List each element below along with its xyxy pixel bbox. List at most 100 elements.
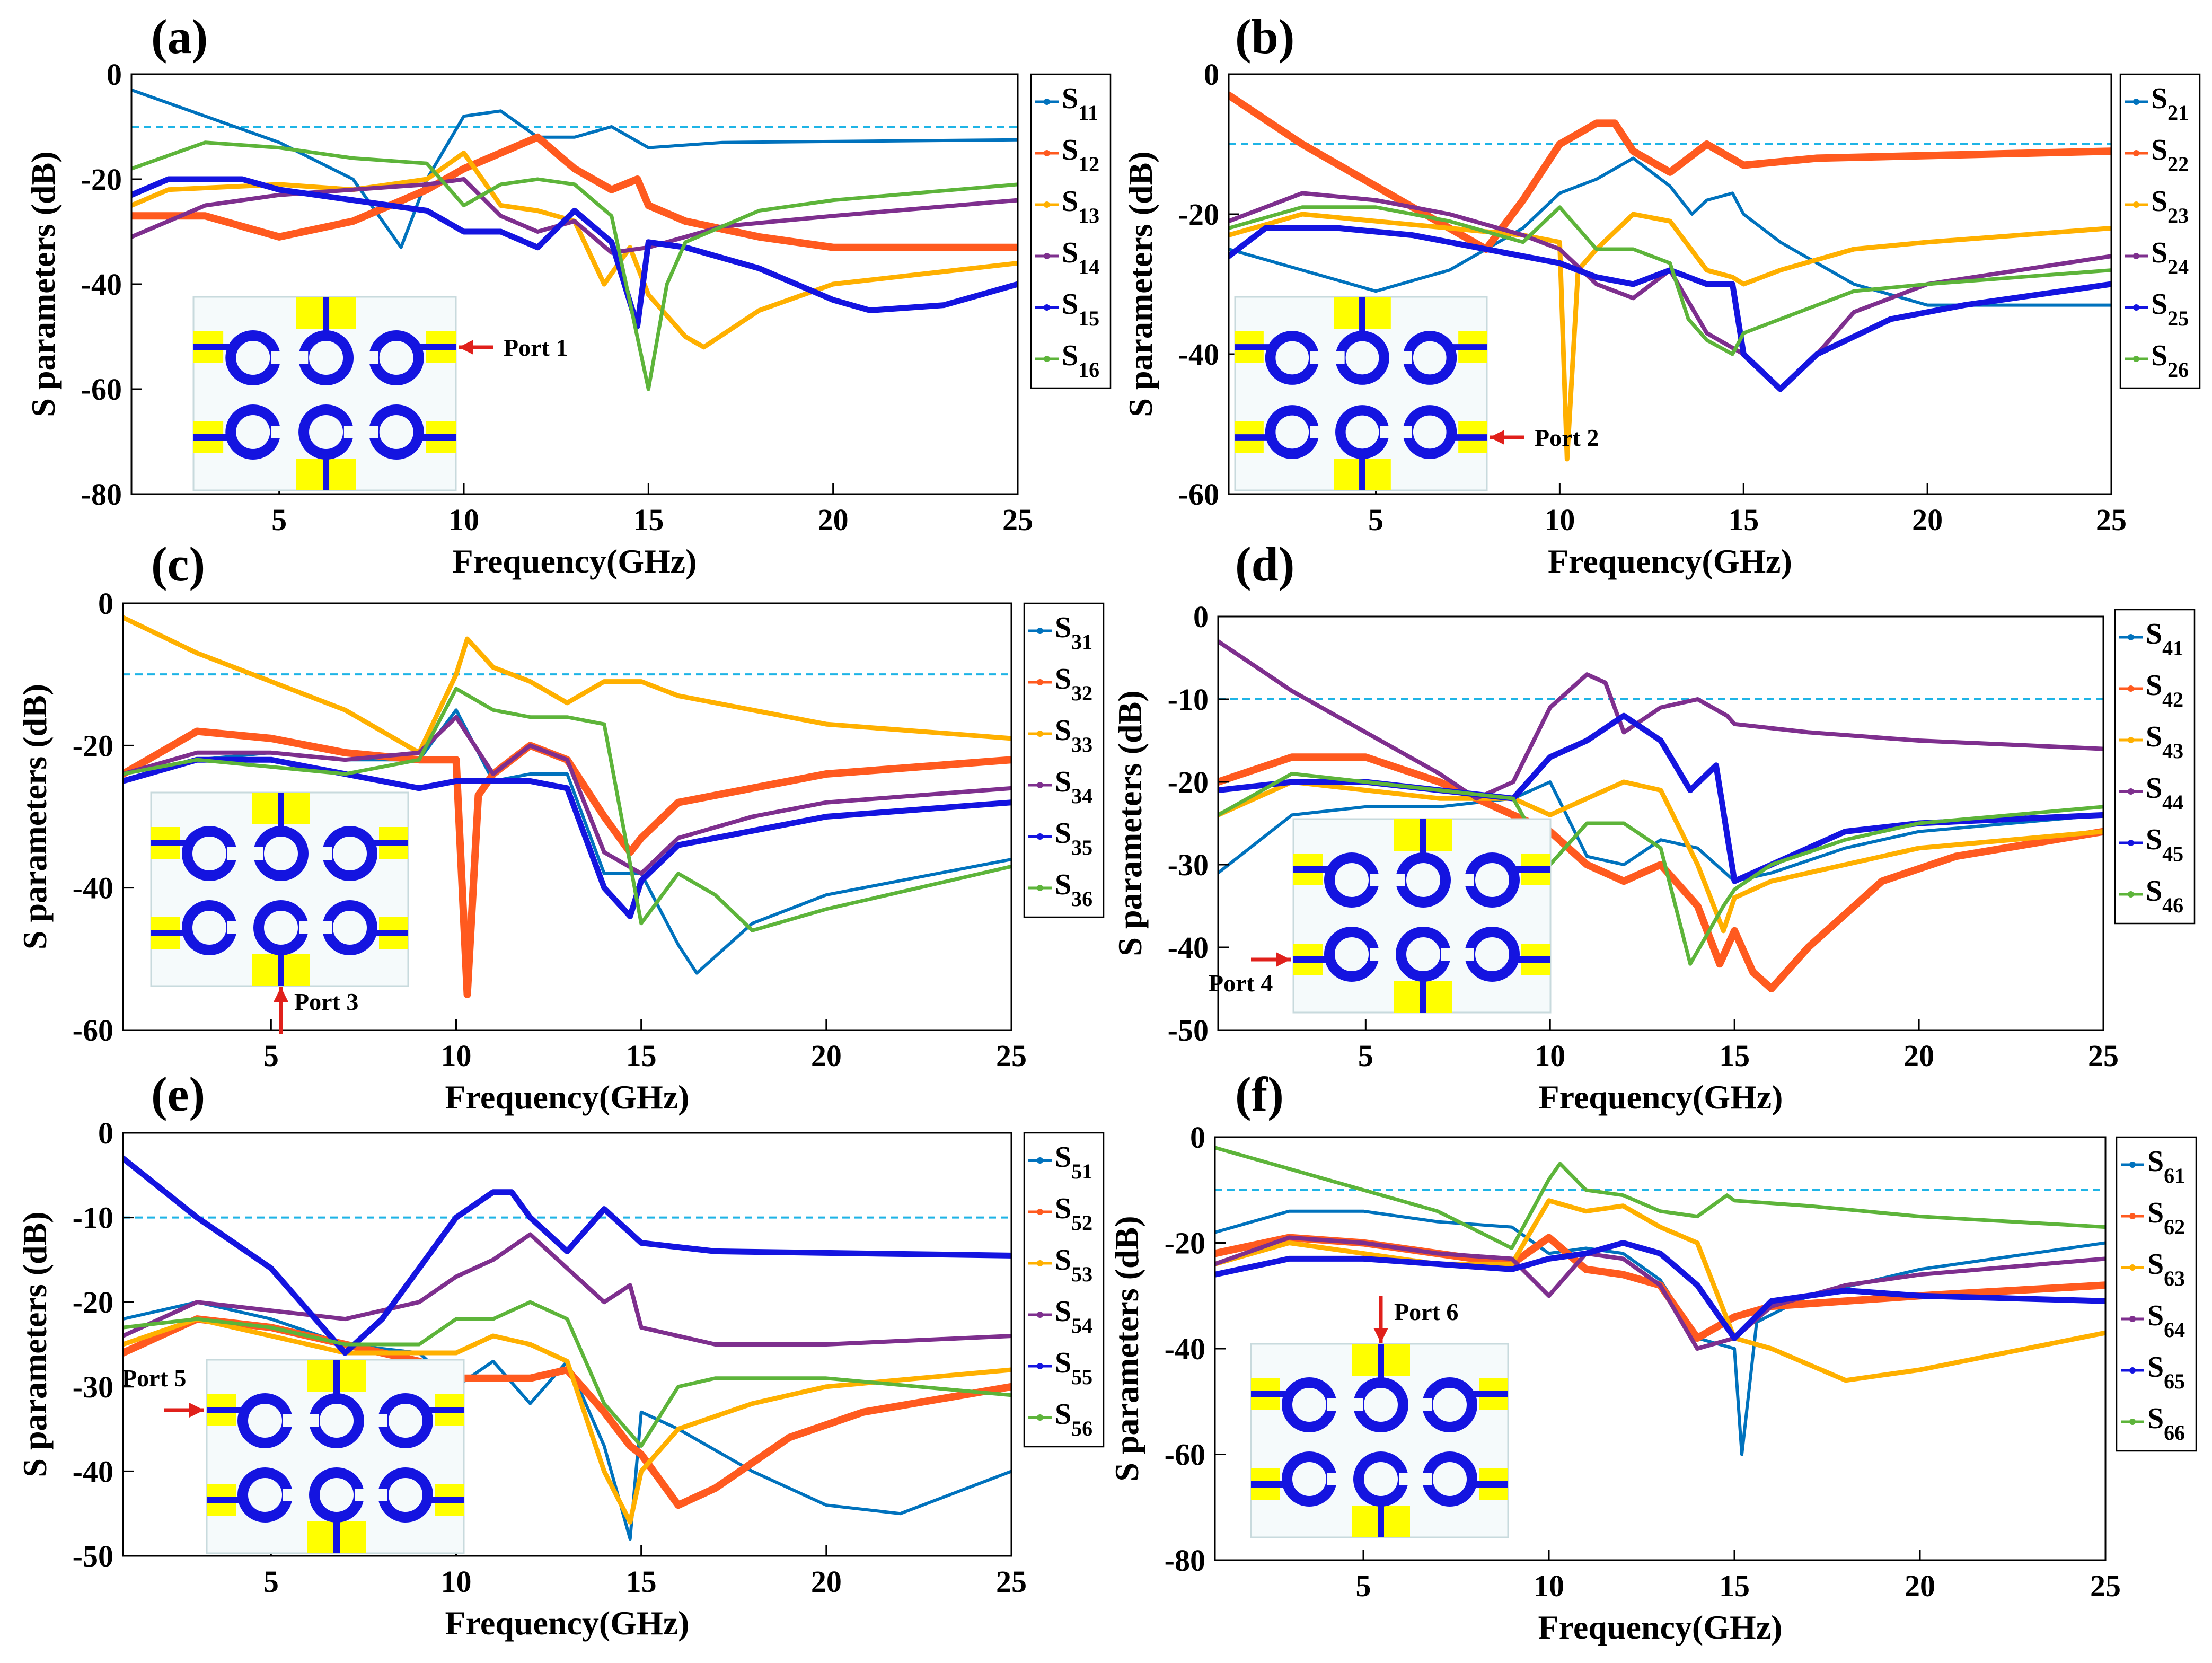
legend-marker [1037,782,1043,788]
series-line-s25 [1229,225,2111,392]
legend-marker [2129,1419,2136,1425]
legend-box [2119,73,2201,389]
legend-marker [2129,1213,2136,1219]
array-inset-5: Port 6 [1250,1296,1509,1538]
port-arrow-head [459,340,473,355]
pad-top-right [1423,819,1452,851]
ring-gap-2 [376,1414,387,1427]
x-tick-label: 15 [1719,1039,1750,1073]
series-group [1229,91,2111,462]
port-label: Port 2 [1535,424,1599,451]
series-line-s33 [123,615,1011,755]
ring-gap-4 [1399,1473,1411,1485]
x-tick-label: 10 [448,503,479,537]
legend-marker [1044,253,1050,259]
ring-gap-3 [271,426,283,438]
x-axis-title: Frequency(GHz) [1539,1078,1783,1116]
pad-bottom-right [1362,459,1391,490]
series-group [1215,1146,2105,1456]
legend-marker [2128,737,2134,743]
ring-gap-2 [320,847,332,860]
y-tick-label: -20 [81,162,122,197]
legend-marker [1044,201,1050,208]
x-tick-label: 5 [263,1564,279,1599]
y-tick-label: -20 [1165,1226,1205,1261]
panel-5: 5 10 15 20 25 0 -20 -40 -60 -80 Frequency(GHz) S pa… [1108,1067,2197,1646]
y-axis-title: S parameters (dB) [1111,690,1149,956]
panel-0: 5 10 15 20 25 0 -20 -40 -60 -80 Frequency(GHz) S pa… [24,10,1112,580]
ring-gap-0 [271,351,283,364]
panel-1: 5 10 15 20 25 0 -20 -40 -60 Frequency(GHz) S param… [1122,10,2201,580]
x-tick-label: 5 [271,503,287,537]
ring-gap-0 [283,1414,295,1427]
ring-gap-1 [307,1414,319,1427]
legend-marker [1044,150,1050,156]
x-tick-label: 20 [818,503,849,537]
ring-gap-0 [1310,351,1321,364]
y-tick-label: -30 [1168,848,1209,882]
legend-marker [1037,1157,1043,1164]
ring-gap-1 [1333,351,1345,364]
x-tick-label: 15 [626,1564,657,1599]
panel-letter: (a) [151,10,208,64]
y-tick-label: -50 [1168,1013,1209,1048]
legend-marker [1037,1414,1043,1421]
x-axis-title: Frequency(GHz) [445,1604,690,1642]
panel-letter: (f) [1235,1067,1284,1121]
legend-marker [1037,833,1043,840]
y-tick-label: -40 [1168,930,1209,965]
ring-gap-1 [1394,874,1405,886]
x-tick-label: 20 [1912,503,1943,537]
y-tick-label: -40 [73,1454,113,1489]
x-tick-label: 5 [263,1039,279,1073]
legend-marker [1037,885,1043,891]
series-line-s43 [1218,779,2103,934]
pad-bottom-left [1394,981,1423,1013]
series-group [1218,639,2103,992]
y-tick-label: -40 [1165,1332,1205,1366]
axes-frame [122,1132,1012,1557]
y-tick-label: -30 [73,1370,113,1404]
y-axis-title: S parameters (dB) [1108,1216,1145,1481]
legend-marker [2128,685,2134,692]
legend-marker [1044,304,1050,311]
legend-marker [1037,1260,1043,1266]
series-line-s35 [123,756,1011,919]
y-axis-title: S parameters (dB) [16,1211,54,1477]
x-tick-label: 10 [1535,1039,1565,1073]
legend-marker [2133,253,2139,259]
x-tick-label: 20 [811,1564,842,1599]
x-tick-label: 10 [1534,1569,1564,1603]
array-inset-4: Port 5 [122,1359,465,1554]
x-tick-label: 5 [1356,1569,1371,1603]
x-axis-title: Frequency(GHz) [1548,542,1792,580]
y-tick-label: -10 [73,1201,113,1235]
pad-top-left [1334,297,1362,329]
ring-gap-5 [1400,426,1412,438]
y-tick-label: -80 [81,477,122,512]
port-label: Port 3 [294,988,358,1015]
series-group [123,615,1011,998]
pad-bottom-right [326,459,356,490]
axes-frame [1217,615,2104,1031]
x-tick-label: 25 [2090,1569,2121,1603]
ring-gap-2 [366,351,378,364]
pad-bottom-left [1334,459,1362,490]
series-line-s15 [131,176,1018,329]
ring-gap-0 [1327,1398,1339,1411]
y-tick-label: -40 [73,871,113,905]
x-tick-label: 20 [811,1039,842,1073]
x-axis-title: Frequency(GHz) [453,542,697,580]
x-tick-label: 15 [633,503,664,537]
ring-gap-0 [1370,874,1381,886]
series-line-s65 [1215,1240,2105,1341]
series-line-s55 [123,1155,1011,1356]
y-tick-label: -20 [1168,765,1209,799]
ring-gap-0 [227,847,239,860]
x-tick-label: 10 [1544,503,1575,537]
panel-letter: (b) [1235,10,1294,64]
legend-marker [2128,840,2134,846]
